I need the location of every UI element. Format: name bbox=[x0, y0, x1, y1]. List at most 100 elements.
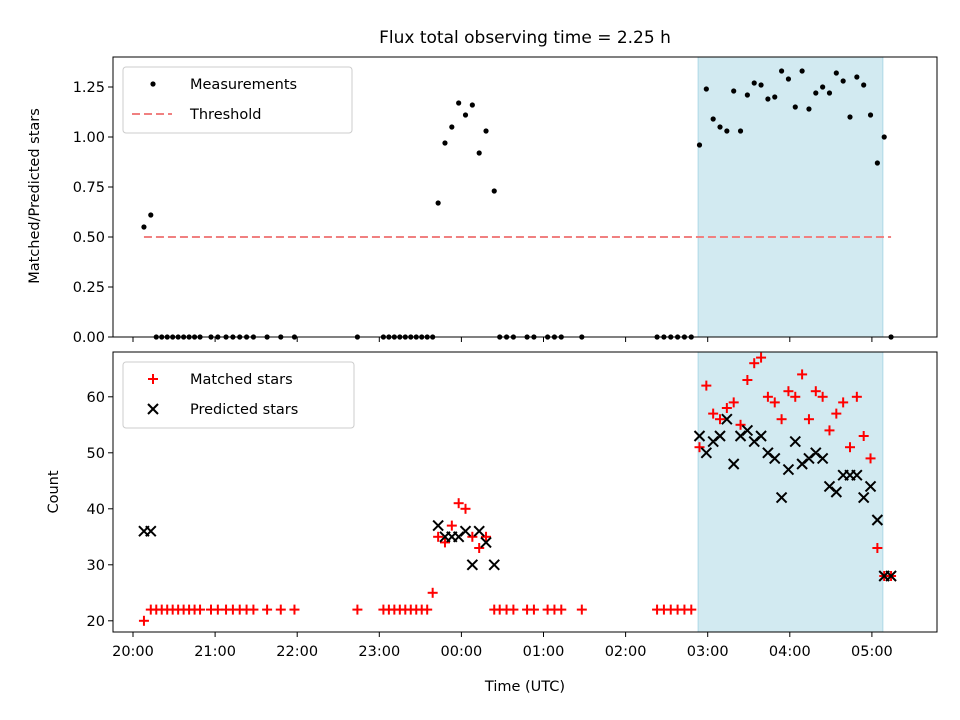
y-tick-label: 1.25 bbox=[73, 80, 105, 96]
data-point bbox=[737, 128, 744, 134]
x-marker-b bbox=[488, 559, 500, 571]
data-point bbox=[881, 134, 887, 140]
y-tick-label: 0.25 bbox=[73, 280, 105, 296]
data-point bbox=[432, 519, 444, 532]
data-point bbox=[838, 397, 849, 408]
data-point bbox=[453, 498, 464, 509]
data-point bbox=[480, 536, 492, 549]
x-tick-label: 03:00 bbox=[687, 644, 729, 660]
data-point bbox=[481, 531, 492, 542]
data-point bbox=[145, 525, 157, 537]
data-point bbox=[195, 604, 206, 615]
y-tick-label: 0.75 bbox=[73, 180, 105, 196]
data-point bbox=[248, 604, 259, 615]
y-tick-label: 0.00 bbox=[73, 330, 105, 346]
data-point bbox=[803, 414, 814, 425]
data-point bbox=[701, 380, 712, 391]
data-point bbox=[708, 408, 719, 419]
x-marker-b bbox=[466, 559, 479, 571]
data-point bbox=[840, 78, 846, 84]
legend-matched-swatch bbox=[148, 374, 158, 384]
data-point bbox=[731, 88, 737, 94]
y-tick-label: 20 bbox=[87, 614, 105, 630]
data-point bbox=[483, 128, 489, 134]
data-point bbox=[275, 604, 286, 615]
x-tick-label: 01:00 bbox=[523, 644, 565, 660]
data-point bbox=[864, 480, 877, 493]
data-point bbox=[721, 413, 733, 425]
data-point bbox=[459, 525, 472, 537]
x-marker-b bbox=[885, 570, 897, 582]
data-point bbox=[858, 431, 869, 441]
x-marker-b bbox=[693, 430, 706, 442]
axes-frame bbox=[112, 351, 938, 633]
data-point bbox=[826, 90, 833, 96]
data-point bbox=[756, 352, 767, 363]
top-ylabel: Matched/Predicted stars bbox=[27, 108, 43, 284]
axes-frame bbox=[112, 56, 938, 338]
data-point bbox=[727, 458, 740, 470]
x-marker-b bbox=[871, 514, 884, 526]
data-point bbox=[772, 94, 778, 100]
data-point bbox=[785, 76, 792, 82]
x-marker-b bbox=[857, 491, 870, 504]
data-point bbox=[473, 525, 485, 537]
data-point bbox=[703, 86, 709, 92]
data-point bbox=[799, 68, 805, 74]
x-marker-b bbox=[851, 469, 863, 481]
data-point bbox=[491, 188, 497, 194]
data-point bbox=[352, 604, 363, 615]
data-point bbox=[854, 74, 860, 80]
data-point bbox=[710, 116, 716, 122]
x-tick-label: 20:00 bbox=[112, 644, 154, 660]
x-marker-b bbox=[823, 480, 836, 493]
data-point bbox=[755, 430, 767, 442]
chart-title: Flux total observing time = 2.25 h bbox=[379, 28, 671, 48]
x-tick-label: 23:00 bbox=[358, 644, 400, 660]
x-tick-label: 04:00 bbox=[769, 644, 811, 660]
data-point bbox=[433, 531, 444, 542]
data-point bbox=[714, 430, 726, 442]
highlight-span bbox=[698, 352, 883, 632]
data-point bbox=[744, 92, 750, 98]
data-point bbox=[824, 425, 835, 436]
data-point bbox=[466, 559, 479, 571]
x-marker-b bbox=[714, 430, 726, 442]
data-point bbox=[488, 559, 500, 571]
y-tick-label: 1.00 bbox=[73, 130, 105, 146]
data-point bbox=[724, 128, 730, 134]
data-point bbox=[810, 386, 821, 397]
legend-measurements-swatch bbox=[150, 81, 156, 87]
data-point bbox=[442, 140, 448, 146]
data-point bbox=[776, 414, 787, 425]
data-point bbox=[872, 543, 883, 553]
data-point bbox=[861, 82, 867, 88]
data-point bbox=[693, 430, 706, 442]
data-point bbox=[769, 397, 780, 408]
y-tick-label: 60 bbox=[87, 390, 105, 406]
data-point bbox=[749, 358, 760, 369]
data-point bbox=[831, 408, 842, 419]
data-point bbox=[885, 570, 897, 582]
data-point bbox=[775, 491, 788, 504]
data-point bbox=[728, 397, 739, 408]
x-marker-b bbox=[145, 525, 157, 537]
data-point bbox=[686, 604, 697, 615]
x-marker-b bbox=[769, 452, 781, 465]
x-tick-label: 22:00 bbox=[276, 644, 318, 660]
data-point bbox=[790, 391, 801, 402]
data-point bbox=[289, 604, 300, 615]
data-point bbox=[867, 112, 874, 118]
x-marker-b bbox=[810, 447, 822, 459]
data-point bbox=[422, 604, 433, 615]
data-point bbox=[735, 419, 746, 430]
x-tick-label: 00:00 bbox=[441, 644, 483, 660]
x-marker-b bbox=[700, 447, 713, 459]
data-point bbox=[857, 491, 870, 504]
x-marker-b bbox=[432, 519, 444, 532]
x-marker-b bbox=[782, 463, 795, 476]
data-point bbox=[817, 391, 828, 402]
x-marker-b bbox=[473, 525, 485, 537]
data-point bbox=[820, 84, 826, 90]
highlight-span bbox=[698, 57, 883, 337]
